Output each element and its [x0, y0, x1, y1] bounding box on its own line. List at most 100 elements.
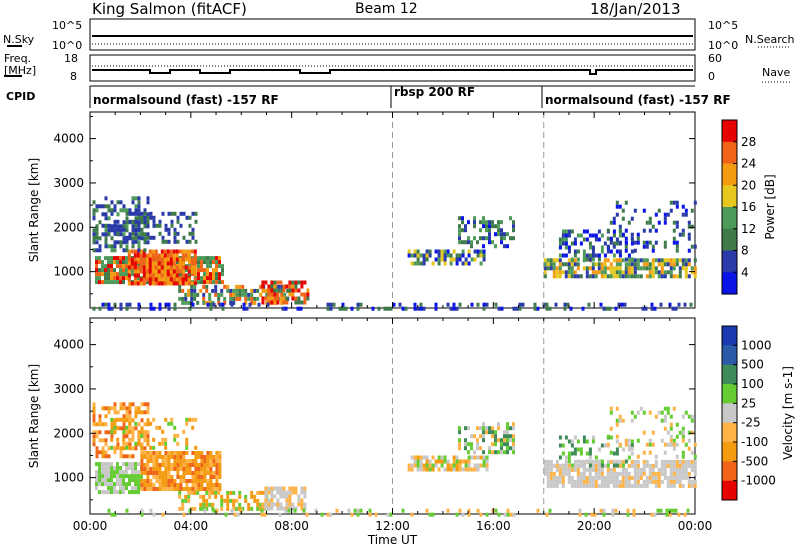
range-cell [173, 487, 177, 491]
range-cell [279, 502, 283, 507]
range-cell [488, 232, 491, 237]
range-cell [206, 467, 210, 471]
range-cell [675, 200, 679, 205]
range-cell [663, 450, 667, 455]
range-cell [593, 512, 597, 517]
range-cell [683, 512, 687, 517]
range-cell [612, 258, 616, 263]
range-cell [543, 266, 547, 271]
range-cell [663, 274, 667, 279]
range-cell [663, 475, 667, 480]
range-cell [169, 277, 173, 282]
range-cell [585, 229, 589, 234]
range-cell [552, 475, 556, 480]
range-cell [131, 462, 134, 467]
range-cell [606, 483, 610, 488]
range-cell [672, 438, 676, 443]
range-cell [205, 502, 209, 507]
range-cell [506, 232, 509, 237]
range-cell [256, 296, 260, 301]
range-cell [212, 508, 216, 513]
range-cell [303, 280, 307, 285]
range-cell [113, 256, 116, 261]
range-cell [134, 421, 138, 426]
range-cell [134, 466, 137, 471]
range-cell [203, 463, 207, 467]
range-cell [92, 434, 96, 439]
range-cell [197, 479, 201, 483]
range-cell [669, 274, 673, 279]
range-cell [669, 200, 673, 205]
range-cell [191, 302, 195, 307]
range-cell [119, 417, 123, 422]
range-cell [98, 220, 102, 225]
range-cell [104, 216, 108, 221]
range-cell [591, 270, 595, 275]
range-cell [690, 483, 694, 488]
range-cell [284, 306, 288, 311]
range-cell [440, 463, 444, 468]
range-cell [305, 512, 309, 517]
range-cell [125, 216, 129, 221]
range-cell [449, 467, 453, 472]
range-cell [611, 512, 615, 517]
range-cell [218, 451, 222, 455]
range-cell [267, 292, 271, 297]
range-cell [437, 455, 441, 460]
nsky-tick-bottom: 10^0 [52, 39, 83, 52]
range-cell [149, 235, 153, 240]
range-cell [690, 418, 694, 423]
range-cell [485, 459, 489, 464]
range-cell [630, 216, 634, 221]
range-cell [491, 224, 494, 229]
range-cell [285, 300, 289, 305]
range-cell [642, 467, 646, 472]
range-cell [256, 498, 260, 503]
range-cell [173, 459, 177, 463]
range-cell [636, 236, 640, 241]
range-cell [654, 483, 658, 488]
range-cell [615, 439, 619, 444]
range-cell [145, 277, 149, 282]
range-cell [678, 270, 682, 275]
range-cell [137, 244, 141, 249]
range-cell [170, 421, 174, 426]
range-cell [164, 445, 168, 450]
range-cell [585, 270, 589, 275]
range-cell [170, 483, 174, 487]
range-cell [178, 269, 182, 274]
range-cell [125, 235, 129, 240]
range-cell [582, 253, 586, 258]
range-cell [651, 266, 655, 271]
range-cell [300, 280, 304, 285]
range-cell [503, 236, 506, 241]
range-cell [206, 471, 210, 475]
range-cell [215, 260, 218, 265]
range-cell [609, 450, 613, 455]
range-cell [573, 467, 577, 472]
range-cell [636, 475, 640, 480]
range-cell [178, 277, 182, 282]
range-cell [684, 475, 688, 480]
range-cell [137, 433, 141, 438]
range-cell [104, 490, 107, 495]
range-cell [193, 261, 197, 266]
range-cell [506, 426, 509, 431]
range-cell [172, 257, 176, 262]
nave-tick-bottom: 0 [708, 70, 715, 83]
range-cell [253, 288, 257, 293]
range-cell [110, 276, 113, 281]
range-cell [157, 281, 161, 286]
range-cell [558, 253, 562, 258]
range-cell [615, 418, 619, 423]
range-cell [206, 463, 210, 467]
range-cell [413, 302, 417, 307]
range-cell [624, 200, 628, 205]
range-cell [561, 479, 565, 484]
range-cell [167, 211, 171, 216]
range-cell [113, 260, 116, 265]
range-cell [170, 417, 174, 422]
range-cell [154, 253, 158, 258]
range-cell [270, 494, 274, 499]
range-cell [567, 467, 571, 472]
